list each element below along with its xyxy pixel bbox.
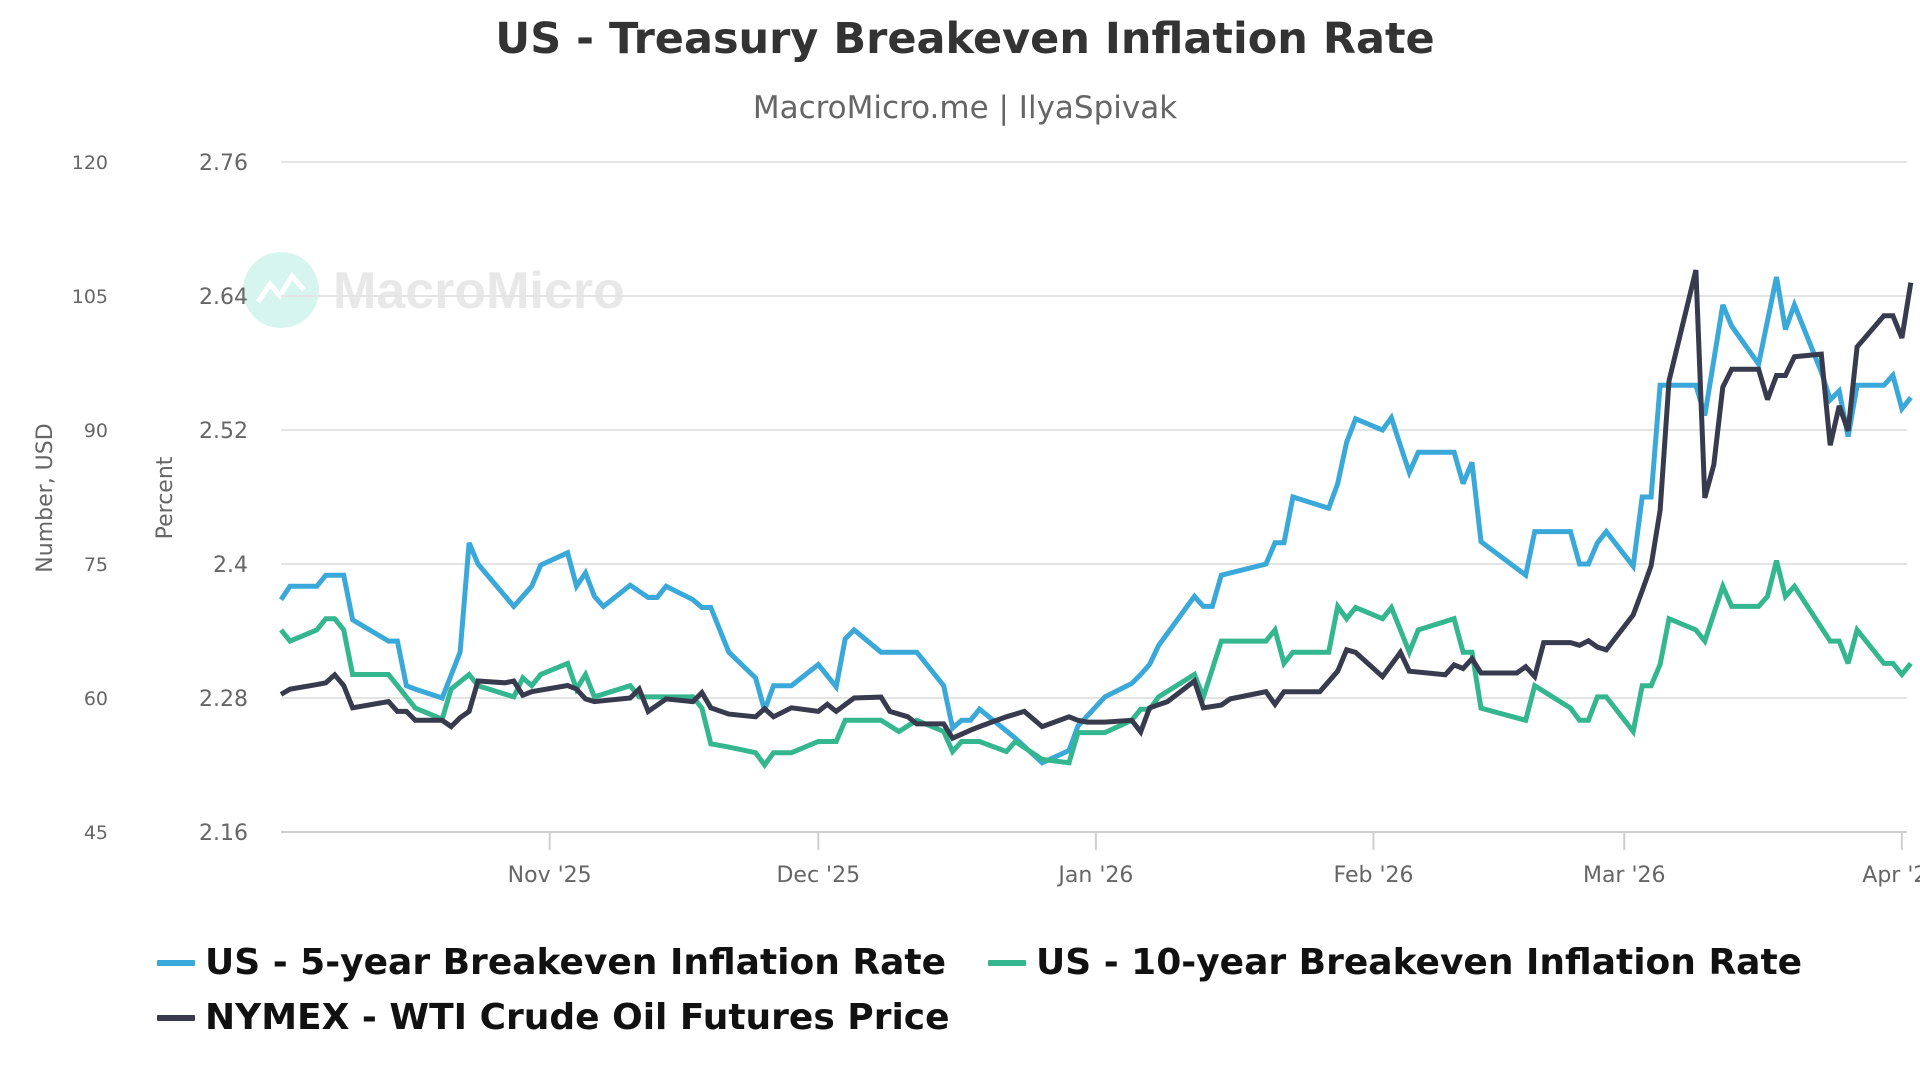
y-tick-label-percent: 2.64 [199, 285, 248, 310]
y-tick-label-usd: 105 [72, 286, 108, 308]
y-tick-label-usd: 75 [84, 554, 108, 576]
legend-swatch-5y [157, 959, 195, 966]
line-5y-breakeven [278, 276, 1913, 766]
legend-item-10y[interactable]: US - 10-year Breakeven Inflation Rate [988, 942, 1802, 983]
y-tick-label-percent: 2.16 [199, 821, 248, 846]
x-tick-label: Dec '25 [776, 863, 860, 888]
watermark-text: MacroMicro [333, 262, 625, 320]
x-axis: Nov '25 Dec '25 Jan '26 Feb '26 Mar '26 Apr '… [508, 832, 1920, 888]
y-tick-label-usd: 45 [84, 822, 108, 844]
legend-swatch-wti [157, 1014, 195, 1021]
x-tick-label: Mar '26 [1583, 863, 1666, 888]
gridlines [281, 161, 1907, 833]
watermark-trend-icon [255, 271, 306, 304]
y-tick-label-percent: 2.52 [199, 419, 248, 444]
legend-label-10y: US - 10-year Breakeven Inflation Rate [1036, 942, 1803, 983]
y-tick-label-usd: 90 [84, 420, 108, 442]
series-lines [278, 269, 1914, 770]
chart-title: US - Treasury Breakeven Inflation Rate [495, 14, 1435, 64]
legend-label-5y: US - 5-year Breakeven Inflation Rate [205, 942, 947, 983]
y-axis-percent-title: Percent [153, 456, 178, 539]
x-tick-label: Jan '26 [1056, 863, 1133, 888]
legend-swatch-10y [988, 959, 1026, 966]
legend-label-wti: NYMEX - WTI Crude Oil Futures Price [205, 997, 950, 1038]
y-axis-percent: 2.16 2.28 2.4 2.52 2.64 2.76 [199, 151, 248, 846]
y-axis-usd-title: Number, USD [33, 423, 58, 572]
legend-item-5y[interactable]: US - 5-year Breakeven Inflation Rate [157, 942, 946, 983]
y-axis-usd: 45 60 75 90 105 120 [72, 152, 108, 844]
line-10y-breakeven [279, 559, 1913, 770]
x-tick-label: Apr '26 [1862, 863, 1920, 888]
y-tick-label-percent: 2.28 [199, 687, 248, 712]
y-tick-label-percent: 2.4 [213, 553, 248, 578]
watermark-logo: MacroMicro [243, 252, 625, 328]
y-tick-label-percent: 2.76 [199, 151, 248, 176]
legend-item-wti[interactable]: NYMEX - WTI Crude Oil Futures Price [157, 997, 950, 1038]
x-tick-label: Feb '26 [1334, 863, 1414, 888]
line-wti-crude [279, 269, 1914, 742]
watermark-circle-icon [243, 252, 319, 328]
y-tick-label-usd: 120 [72, 152, 108, 174]
x-tick-label: Nov '25 [508, 863, 592, 888]
y-tick-label-usd: 60 [84, 688, 108, 710]
chart-subtitle: MacroMicro.me | IlyaSpivak [752, 90, 1178, 126]
